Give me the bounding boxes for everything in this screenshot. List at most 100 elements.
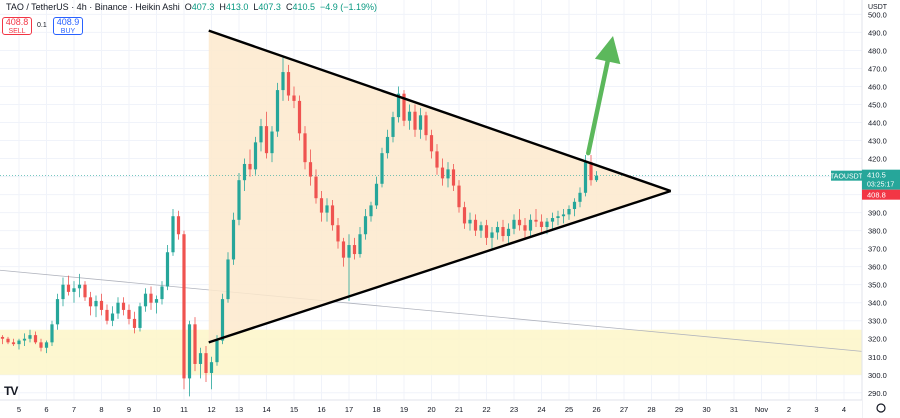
candle — [341, 237, 346, 267]
change-value: −4.9 (−1.19%) — [320, 2, 378, 12]
candle — [495, 221, 500, 240]
y-tick-label: 290.0 — [868, 389, 887, 398]
candle-body — [391, 117, 395, 137]
candle-body — [77, 284, 82, 289]
candle — [490, 227, 494, 249]
x-tick-label: 23 — [510, 405, 518, 414]
candle-body — [358, 234, 362, 255]
candle — [319, 190, 324, 222]
candle-body — [402, 93, 406, 121]
candle — [193, 317, 197, 372]
x-tick-label: 14 — [262, 405, 270, 414]
candle — [523, 218, 527, 238]
x-tick-label: 18 — [372, 405, 380, 414]
candle-body — [187, 324, 192, 379]
candle-body — [220, 299, 225, 341]
candle-body — [121, 302, 126, 310]
sell-button[interactable]: 408.8 SELL — [2, 17, 32, 35]
candle — [369, 201, 373, 222]
trend-line-thin — [0, 269, 863, 352]
candle — [479, 221, 483, 238]
candle-body — [193, 324, 197, 364]
candle-body — [440, 167, 445, 179]
candle-body — [589, 162, 593, 181]
candle-body — [28, 335, 32, 339]
settings-gear-icon[interactable] — [876, 403, 886, 413]
x-tick-label: 2 — [787, 405, 791, 414]
candle — [154, 295, 159, 314]
candle — [567, 205, 571, 220]
bar-countdown: 03:25:17 — [867, 182, 894, 189]
candle-body — [484, 225, 489, 238]
candle — [512, 214, 516, 235]
candle-body — [374, 183, 379, 206]
candle — [589, 154, 593, 186]
x-tick-label: 10 — [152, 405, 160, 414]
candle — [44, 340, 49, 354]
price-tag: TAOUSDT 410.5 03:25:17 408.8 — [830, 169, 900, 200]
time-axis-bg — [0, 400, 862, 418]
y-tick-label: 390.0 — [868, 209, 887, 218]
candle — [446, 162, 450, 188]
candle — [484, 219, 489, 246]
candle — [396, 86, 401, 123]
candle-body — [94, 300, 98, 307]
x-tick-label: 8 — [99, 405, 103, 414]
candle — [435, 144, 439, 175]
candle-body — [407, 111, 412, 121]
y-tick-label: 330.0 — [868, 317, 887, 326]
candle-body — [451, 169, 456, 186]
triangle-lower-line — [208, 189, 672, 344]
candle — [33, 331, 38, 345]
candle-body — [297, 100, 302, 134]
candle-body — [545, 221, 549, 228]
candle-body — [556, 216, 560, 219]
buy-button[interactable]: 408.9 BUY — [53, 17, 83, 35]
y-tick-label: 310.0 — [868, 353, 887, 362]
candle — [231, 212, 236, 265]
x-tick-label: 16 — [317, 405, 325, 414]
y-tick-label: 480.0 — [868, 46, 887, 55]
candle-body — [490, 232, 494, 238]
candle — [270, 126, 274, 163]
x-tick-label: 12 — [207, 405, 215, 414]
y-tick-label: 350.0 — [868, 281, 887, 290]
candle — [413, 104, 417, 137]
tradingview-logo-icon[interactable]: TV — [4, 384, 18, 398]
candle-body — [380, 153, 384, 184]
candle-body — [72, 288, 76, 292]
candle-body — [435, 151, 439, 168]
candle — [303, 126, 307, 170]
candle — [220, 293, 225, 345]
candle — [275, 82, 280, 137]
y-tick-label: 340.0 — [868, 299, 887, 308]
candle-body — [182, 234, 186, 379]
candle-body — [248, 163, 252, 170]
candle-body — [539, 221, 544, 228]
candle-body — [176, 216, 181, 235]
candle-body — [22, 338, 27, 341]
candle-body — [204, 353, 208, 373]
candle-body — [363, 216, 368, 235]
candle — [594, 171, 599, 182]
candle-body — [160, 286, 164, 300]
candle — [242, 158, 247, 191]
candle-body — [127, 309, 131, 319]
candle — [402, 90, 406, 127]
candle — [253, 136, 258, 175]
candle-body — [567, 209, 571, 215]
ticker-tag-label: TAOUSDT — [830, 174, 864, 181]
candle-body — [418, 115, 423, 130]
x-tick-label: 22 — [482, 405, 490, 414]
candle-body — [264, 126, 269, 154]
symbol-title[interactable]: TAO / TetherUS · 4h · Binance · Heikin A… — [6, 2, 180, 12]
candle-body — [457, 185, 461, 208]
candle-body — [286, 72, 291, 96]
candle-body — [209, 362, 214, 373]
candle-body — [110, 313, 115, 321]
candle — [121, 297, 126, 316]
axis-currency[interactable]: USDT — [868, 4, 888, 11]
breakout-arrow-head — [594, 36, 621, 65]
candle-body — [198, 353, 203, 364]
